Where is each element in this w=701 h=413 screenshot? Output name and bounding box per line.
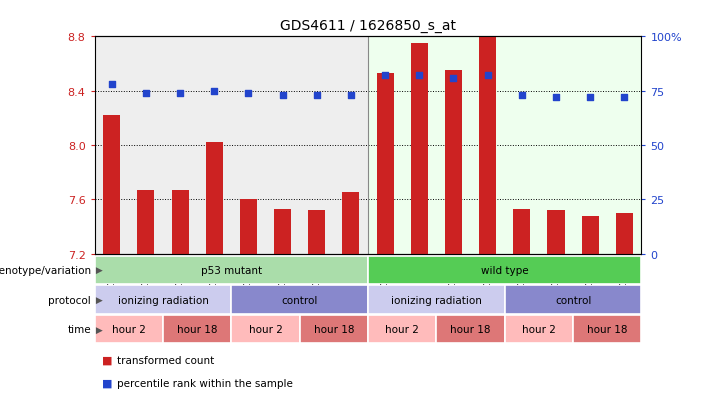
Bar xyxy=(103,116,121,254)
Text: hour 2: hour 2 xyxy=(249,325,283,335)
Bar xyxy=(95,316,163,344)
Point xyxy=(550,95,562,101)
Point xyxy=(346,93,357,99)
Text: percentile rank within the sample: percentile rank within the sample xyxy=(117,378,293,388)
Text: p53 mutant: p53 mutant xyxy=(200,265,262,275)
Bar xyxy=(308,211,325,254)
Text: ionizing radiation: ionizing radiation xyxy=(391,295,482,305)
Text: ▶: ▶ xyxy=(93,325,102,334)
Text: ▶: ▶ xyxy=(93,295,102,304)
Point xyxy=(140,90,151,97)
Point xyxy=(585,95,596,101)
Text: ■: ■ xyxy=(102,355,112,365)
Text: time: time xyxy=(67,325,91,335)
Text: protocol: protocol xyxy=(48,295,91,305)
Bar xyxy=(368,37,641,254)
Point xyxy=(175,90,186,97)
Bar xyxy=(436,316,505,344)
Bar xyxy=(95,256,368,284)
Text: hour 18: hour 18 xyxy=(587,325,627,335)
Text: hour 18: hour 18 xyxy=(313,325,354,335)
Point xyxy=(209,88,220,95)
Text: control: control xyxy=(282,295,318,305)
Text: ▶: ▶ xyxy=(93,266,102,275)
Bar xyxy=(274,209,291,254)
Text: control: control xyxy=(555,295,591,305)
Point xyxy=(414,73,425,79)
Bar xyxy=(573,316,641,344)
Bar xyxy=(615,214,633,254)
Text: hour 18: hour 18 xyxy=(177,325,217,335)
Bar xyxy=(205,143,223,254)
Bar xyxy=(582,216,599,254)
Point xyxy=(277,93,288,99)
Bar xyxy=(445,71,462,254)
Point xyxy=(448,75,459,82)
Text: hour 2: hour 2 xyxy=(522,325,556,335)
Point xyxy=(311,93,322,99)
Text: transformed count: transformed count xyxy=(117,355,215,365)
Text: hour 2: hour 2 xyxy=(112,325,146,335)
Bar xyxy=(376,74,394,254)
Bar xyxy=(368,256,641,284)
Bar xyxy=(368,316,436,344)
Bar xyxy=(172,190,189,254)
Point xyxy=(516,93,527,99)
Point xyxy=(106,81,117,88)
Bar xyxy=(231,316,300,344)
Text: genotype/variation: genotype/variation xyxy=(0,265,91,275)
Point xyxy=(619,95,630,101)
Bar xyxy=(513,209,531,254)
Bar xyxy=(505,316,573,344)
Bar xyxy=(231,286,368,314)
Bar xyxy=(368,286,505,314)
Bar xyxy=(240,200,257,254)
Bar xyxy=(95,37,368,254)
Text: ionizing radiation: ionizing radiation xyxy=(118,295,208,305)
Bar xyxy=(505,286,641,314)
Bar xyxy=(163,316,231,344)
Bar xyxy=(479,37,496,254)
Point xyxy=(482,73,494,79)
Bar xyxy=(411,44,428,254)
Point xyxy=(379,73,390,79)
Bar xyxy=(547,211,564,254)
Bar xyxy=(342,193,360,254)
Text: GDS4611 / 1626850_s_at: GDS4611 / 1626850_s_at xyxy=(280,19,456,33)
Text: hour 2: hour 2 xyxy=(386,325,419,335)
Bar xyxy=(95,286,231,314)
Bar xyxy=(300,316,368,344)
Text: wild type: wild type xyxy=(481,265,529,275)
Bar xyxy=(137,190,154,254)
Text: ■: ■ xyxy=(102,378,112,388)
Point xyxy=(243,90,254,97)
Text: hour 18: hour 18 xyxy=(450,325,491,335)
